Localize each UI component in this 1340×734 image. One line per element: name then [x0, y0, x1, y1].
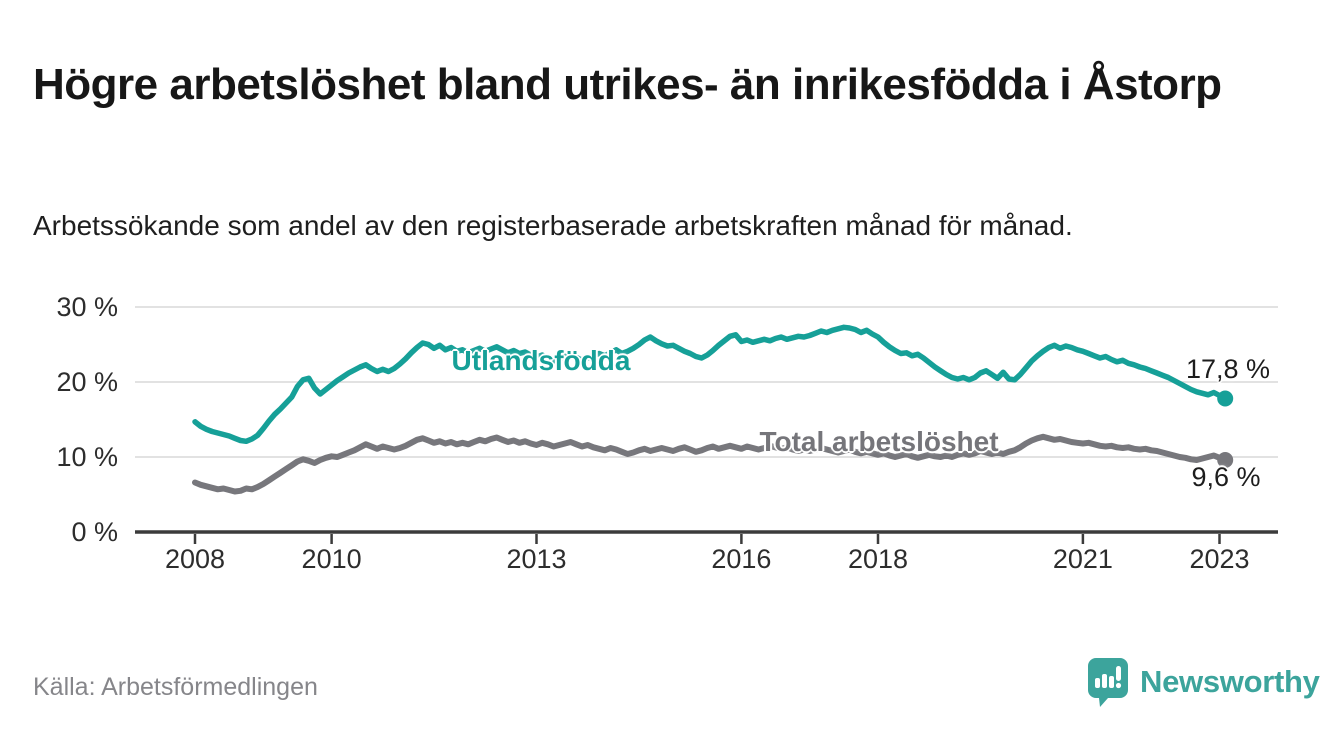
page-title: Högre arbetslöshet bland utrikes- än inr… — [33, 60, 1222, 110]
x-axis-label-2018: 2018 — [847, 544, 909, 574]
x-axis-label-2013: 2013 — [506, 544, 567, 574]
x-axis-label-2021: 2021 — [1052, 544, 1113, 574]
x-axis-label-2016: 2016 — [711, 544, 772, 574]
end-value-label-total: 9,6 % — [1191, 462, 1261, 492]
end-dot-total — [1217, 452, 1234, 468]
series-label-utlandsfodda: Utlandsfödda — [451, 345, 631, 376]
series-label-total-arbetsloshet: Total arbetslöshet — [759, 426, 999, 457]
y-axis-label-20: 20 % — [56, 367, 118, 397]
x-axis-label-2010: 2010 — [301, 544, 362, 574]
y-axis-label-0: 0 % — [71, 517, 118, 547]
line-total — [192, 433, 1229, 495]
end-value-label-utlandsfodda: 17,8 % — [1185, 354, 1271, 384]
y-axis-label-10: 10 % — [56, 442, 118, 472]
source-note: Källa: Arbetsförmedlingen — [33, 673, 318, 701]
end-dot-utlandsfodda — [1217, 390, 1234, 407]
chart-canvas — [135, 306, 1278, 544]
line-chart-area: 0 % 10 % 20 % 30 % 2008 2010 2013 2016 2018 2021 2… — [0, 270, 1340, 600]
x-axis-label-2023: 2023 — [1189, 544, 1250, 574]
line-utlandsfodda — [192, 324, 1228, 445]
y-axis-label-30: 30 % — [56, 292, 118, 322]
newsworthy-logo: Newsworthy — [1088, 658, 1320, 708]
newsworthy-logo-text: Newsworthy — [1140, 664, 1320, 699]
page-subtitle: Arbetssökande som andel av den registerb… — [33, 210, 1073, 241]
x-axis-label-2008: 2008 — [164, 544, 226, 574]
newsworthy-logo-icon — [1088, 658, 1128, 707]
